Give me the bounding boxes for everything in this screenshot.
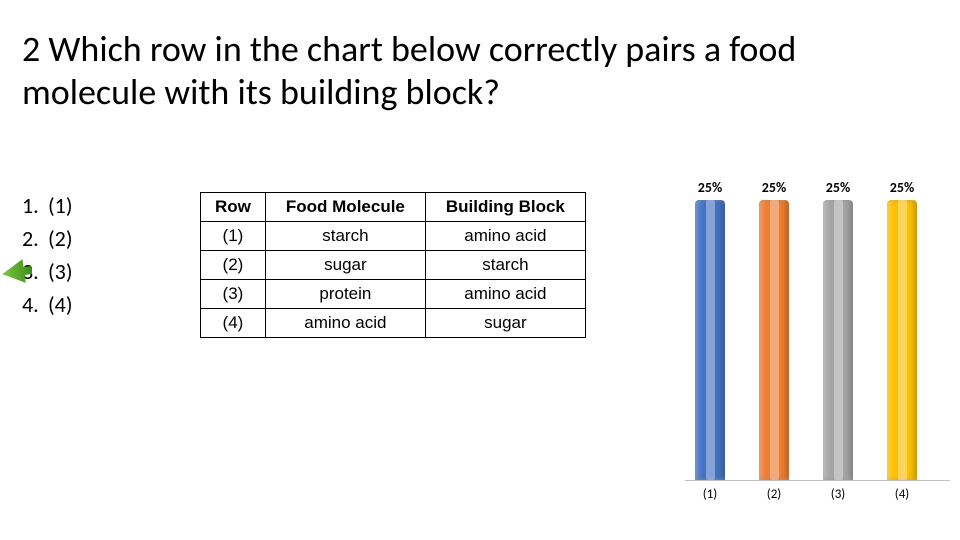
chart-bar [823, 200, 853, 480]
chart-bar [695, 200, 725, 480]
chart-percent-label: 25% [680, 179, 740, 196]
table-body: (1)starchamino acid(2)sugarstarch(3)prot… [201, 222, 586, 338]
table-cell: protein [265, 280, 425, 309]
chart-bar [887, 200, 917, 480]
chart-bar-highlight [770, 200, 779, 480]
table-header-cell: Food Molecule [265, 193, 425, 222]
table-cell: (1) [201, 222, 266, 251]
chart-bar [759, 200, 789, 480]
table-cell: amino acid [425, 280, 585, 309]
answer-option[interactable]: 2.(2) [22, 225, 142, 252]
table-row: (1)starchamino acid [201, 222, 586, 251]
chart-x-label: (2) [744, 487, 804, 502]
answer-option[interactable]: 1.(1) [22, 192, 142, 219]
chart-percent-label: 25% [744, 179, 804, 196]
food-table-wrap: RowFood MoleculeBuilding Block (1)starch… [200, 192, 586, 338]
table-cell: (3) [201, 280, 266, 309]
chart-x-label: (1) [680, 487, 740, 502]
table-cell: amino acid [425, 222, 585, 251]
chart-bar-highlight [706, 200, 715, 480]
chart-percent-label: 25% [808, 179, 868, 196]
chart-baseline [685, 480, 950, 481]
chart-percent-label: 25% [872, 179, 932, 196]
table-header-cell: Building Block [425, 193, 585, 222]
answer-label: (1) [48, 192, 73, 219]
table-cell: sugar [425, 309, 585, 338]
table-row: (4)amino acidsugar [201, 309, 586, 338]
table-cell: starch [265, 222, 425, 251]
answer-label: (4) [48, 291, 73, 318]
answer-label: (3) [48, 258, 73, 285]
table-header-cell: Row [201, 193, 266, 222]
table-header-row: RowFood MoleculeBuilding Block [201, 193, 586, 222]
table-cell: sugar [265, 251, 425, 280]
table-cell: starch [425, 251, 585, 280]
answer-option[interactable]: 3.(3) [22, 258, 142, 285]
chart-bar-highlight [898, 200, 907, 480]
question-text: 2 Which row in the chart below correctly… [22, 28, 922, 114]
answer-number: 4. [22, 291, 48, 318]
correct-mark-icon [2, 258, 32, 284]
answer-list: 1.(1)2.(2)3.(3)4.(4) [22, 192, 142, 324]
chart-x-label: (3) [808, 487, 868, 502]
table-cell: (2) [201, 251, 266, 280]
table-row: (3)proteinamino acid [201, 280, 586, 309]
answer-number: 2. [22, 225, 48, 252]
answer-label: (2) [48, 225, 73, 252]
table-cell: (4) [201, 309, 266, 338]
table-row: (2)sugarstarch [201, 251, 586, 280]
table-cell: amino acid [265, 309, 425, 338]
chart-x-label: (4) [872, 487, 932, 502]
food-table: RowFood MoleculeBuilding Block (1)starch… [200, 192, 586, 338]
response-chart: 25%(1)25%(2)25%(3)25%(4) [685, 170, 950, 510]
answer-number: 1. [22, 192, 48, 219]
chart-bar-highlight [834, 200, 843, 480]
answer-option[interactable]: 4.(4) [22, 291, 142, 318]
slide: 2 Which row in the chart below correctly… [0, 0, 960, 540]
